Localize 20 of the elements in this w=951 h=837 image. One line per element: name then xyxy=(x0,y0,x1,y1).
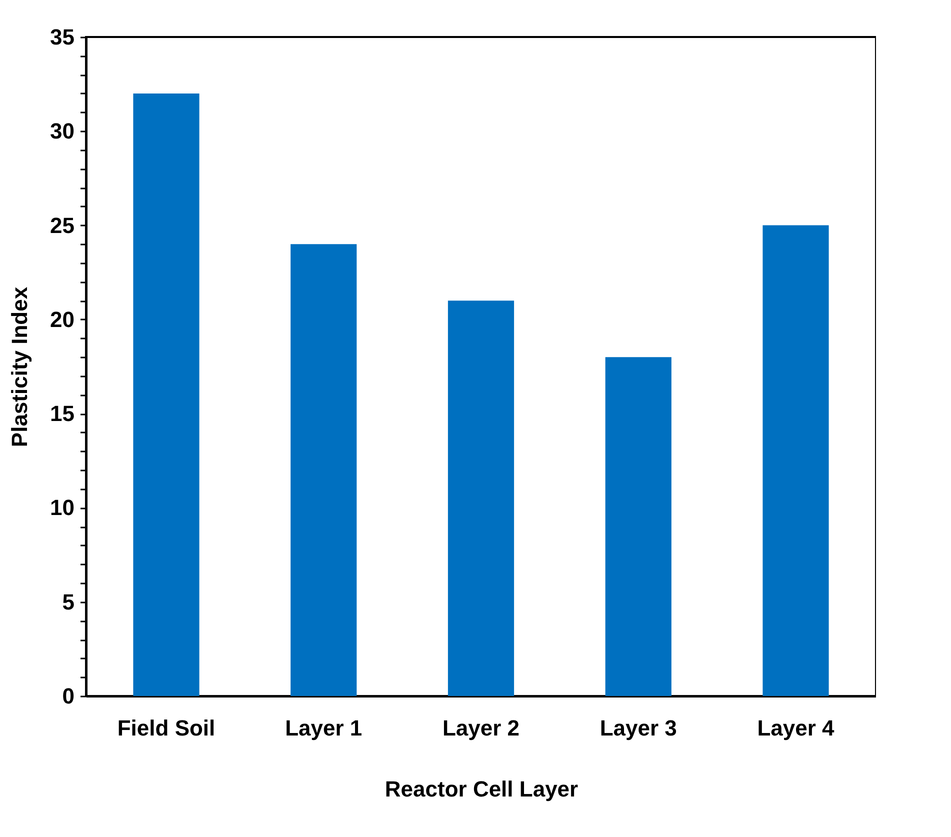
x-axis-title: Reactor Cell Layer xyxy=(384,776,579,802)
bar xyxy=(290,244,357,696)
y-tick-label: 25 xyxy=(50,212,74,238)
bar xyxy=(133,93,200,696)
bar xyxy=(605,357,672,696)
bar xyxy=(762,225,829,696)
y-axis-title: Plasticity Index xyxy=(7,286,32,448)
y-tick-label: 0 xyxy=(62,684,74,708)
x-tick-label: Layer 1 xyxy=(285,716,362,740)
x-tick-label: Layer 4 xyxy=(757,716,836,740)
y-tick-label: 15 xyxy=(50,401,74,426)
y-tick-label: 5 xyxy=(62,589,74,614)
y-tick-label: 35 xyxy=(50,24,74,50)
y-tick-label: 30 xyxy=(50,118,74,144)
y-tick-label: 20 xyxy=(50,306,74,332)
x-tick-label: Field Soil xyxy=(117,716,216,740)
x-tick-label: Layer 2 xyxy=(442,716,520,740)
x-tick-label: Layer 3 xyxy=(600,716,677,740)
bar xyxy=(448,300,514,696)
y-tick-label: 10 xyxy=(50,495,74,520)
